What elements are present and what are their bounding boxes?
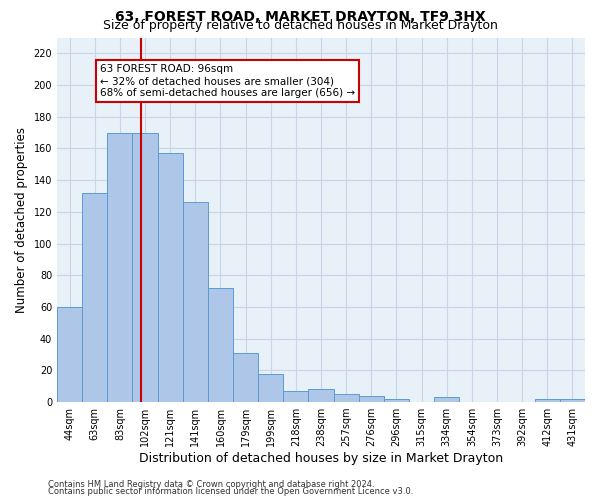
Bar bbox=[233, 353, 258, 402]
Text: Contains HM Land Registry data © Crown copyright and database right 2024.: Contains HM Land Registry data © Crown c… bbox=[48, 480, 374, 489]
Bar bbox=[57, 307, 82, 402]
Bar bbox=[535, 399, 560, 402]
Text: Contains public sector information licensed under the Open Government Licence v3: Contains public sector information licen… bbox=[48, 487, 413, 496]
Bar bbox=[283, 391, 308, 402]
Bar bbox=[208, 288, 233, 402]
Bar bbox=[334, 394, 359, 402]
Bar bbox=[359, 396, 384, 402]
Bar bbox=[107, 132, 133, 402]
Text: 63 FOREST ROAD: 96sqm
← 32% of detached houses are smaller (304)
68% of semi-det: 63 FOREST ROAD: 96sqm ← 32% of detached … bbox=[100, 64, 355, 98]
Bar bbox=[308, 390, 334, 402]
Bar bbox=[434, 398, 459, 402]
Bar bbox=[560, 399, 585, 402]
Bar bbox=[183, 202, 208, 402]
Bar bbox=[158, 153, 183, 402]
Text: Size of property relative to detached houses in Market Drayton: Size of property relative to detached ho… bbox=[103, 18, 497, 32]
Bar bbox=[258, 374, 283, 402]
X-axis label: Distribution of detached houses by size in Market Drayton: Distribution of detached houses by size … bbox=[139, 452, 503, 465]
Y-axis label: Number of detached properties: Number of detached properties bbox=[15, 127, 28, 313]
Bar bbox=[384, 399, 409, 402]
Text: 63, FOREST ROAD, MARKET DRAYTON, TF9 3HX: 63, FOREST ROAD, MARKET DRAYTON, TF9 3HX bbox=[115, 10, 485, 24]
Bar bbox=[133, 132, 158, 402]
Bar bbox=[82, 193, 107, 402]
